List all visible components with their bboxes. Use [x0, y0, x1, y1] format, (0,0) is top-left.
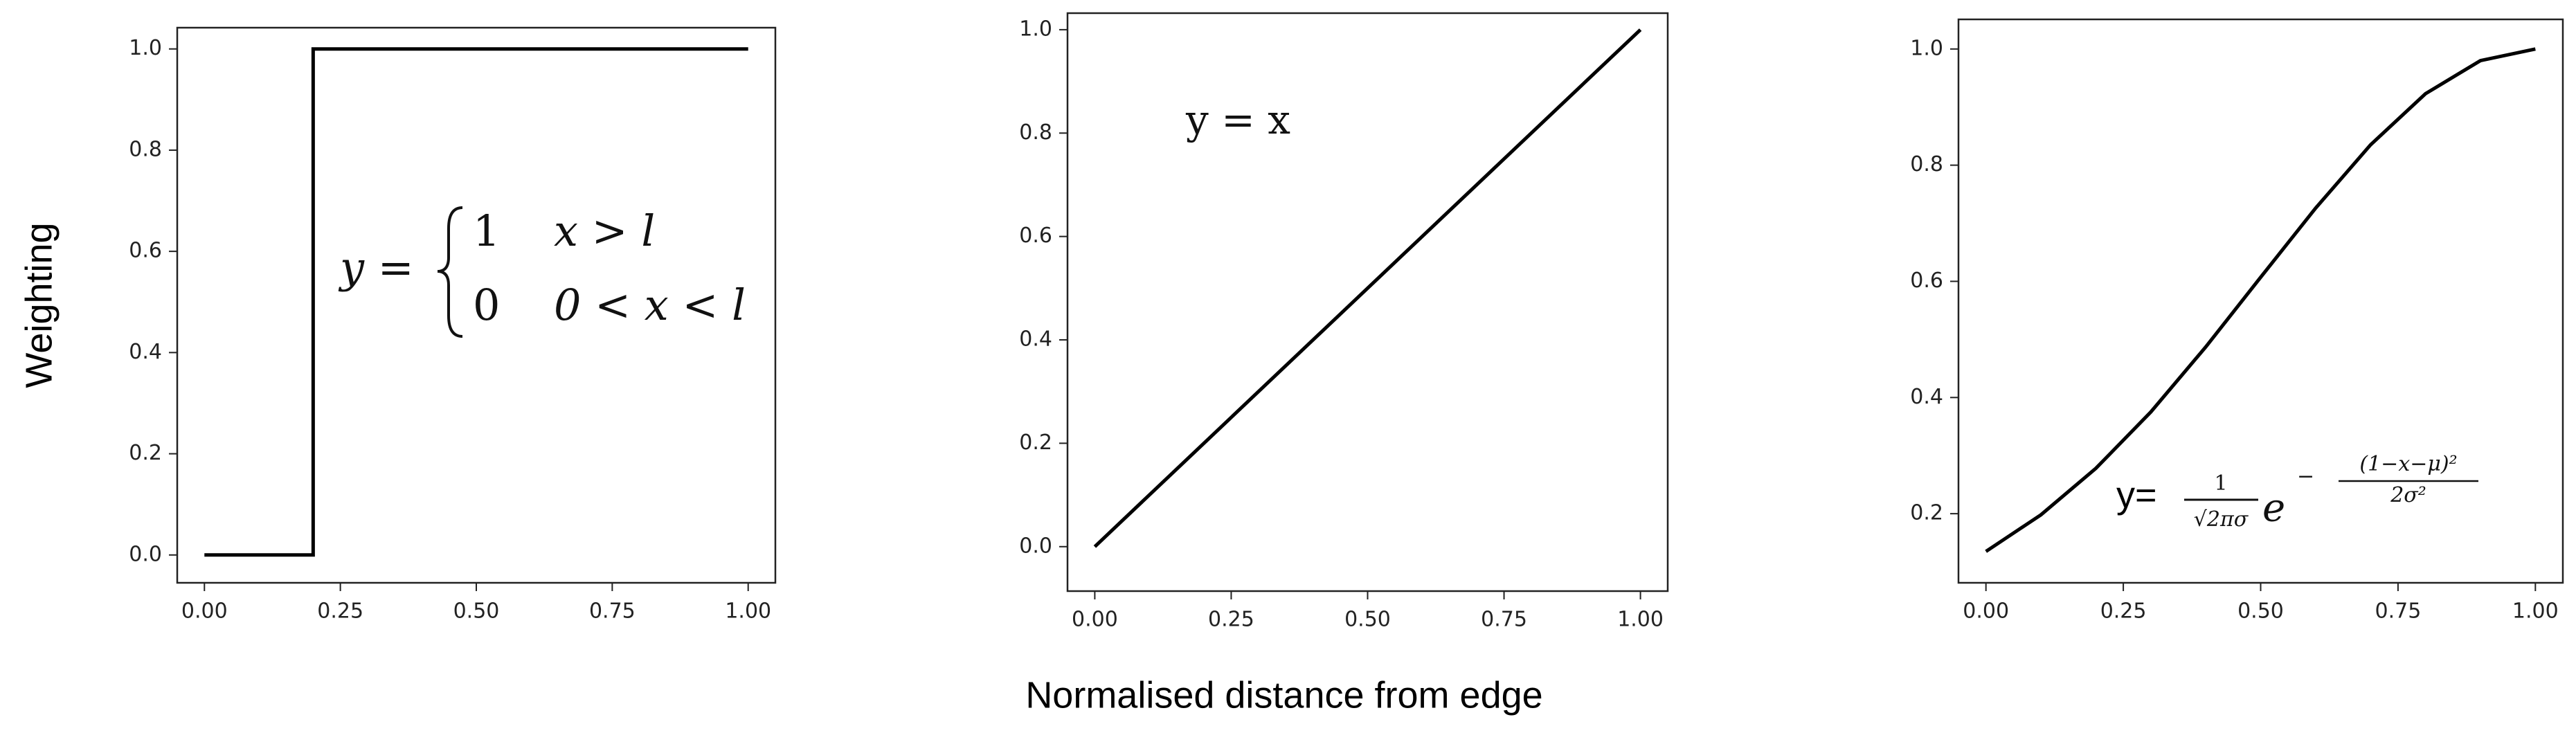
- x-tick-label: 1.00: [1617, 608, 1664, 632]
- x-tick-label: 0.00: [181, 599, 228, 624]
- y-tick-label: 0.2: [129, 441, 162, 465]
- equation-gaussian: y= 1 √2πσ e − (1−x−μ)² 2σ²: [2116, 452, 2478, 532]
- axes-frame: [1957, 18, 2564, 584]
- brace: [437, 206, 463, 338]
- equation-text: 2σ²: [2390, 483, 2426, 507]
- equation-step: y = 1 x > l 0 0 < x < l: [338, 206, 746, 338]
- x-tick-label: 1.00: [2512, 599, 2559, 624]
- y-axis-label: Weighting: [18, 222, 60, 388]
- subplot: 0.00 0.25 0.50 0.75 1.00 0.0 0.2 0.4 0.6 0.8 1.0: [129, 26, 777, 624]
- y-tick-label: 0.6: [1910, 269, 1943, 293]
- x-tick-label: 0.75: [589, 599, 636, 624]
- subplot: 0.00 0.25 0.50 0.75 1.00 0.2 0.4 0.6 0.8 1.0: [1910, 18, 2564, 624]
- x-tick-label: 0.00: [1072, 608, 1118, 632]
- equation-text: y=: [2116, 474, 2157, 516]
- x-tick-label: 0.50: [1344, 608, 1391, 632]
- y-tick-label: 0.0: [129, 542, 162, 566]
- equation-text: x > l: [554, 206, 655, 256]
- y-tick-label: 0.8: [129, 137, 162, 161]
- y-tick-label: 0.8: [1910, 152, 1943, 177]
- x-tick-label: 0.50: [2237, 599, 2284, 624]
- x-tick-label: 0.25: [317, 599, 363, 624]
- y-tick-label: 0.6: [129, 239, 162, 263]
- equation-text: e: [2262, 486, 2285, 531]
- y-tick-label: 0.6: [1019, 224, 1052, 248]
- subplot: 0.00 0.25 0.50 0.75 1.00 0.0 0.2 0.4 0.6 0.8 1.0: [1019, 12, 1669, 632]
- y-tick-label: 1.0: [129, 36, 162, 60]
- y-tick-label: 0.8: [1019, 120, 1052, 145]
- line: [1985, 47, 2536, 553]
- x-tick-label: 0.00: [1963, 599, 2009, 624]
- equation-text: y = x: [1185, 96, 1290, 143]
- equation-text: (1−x−μ)²: [2359, 452, 2457, 476]
- y-tick-label: 1.0: [1019, 17, 1052, 41]
- x-tick-label: 0.50: [453, 599, 500, 624]
- y-tick-label: 0.2: [1019, 431, 1052, 455]
- y-tick-label: 0.0: [1019, 534, 1052, 558]
- equation-text: 0: [473, 280, 500, 330]
- equation-text: 1: [473, 206, 500, 256]
- line: [204, 47, 748, 557]
- equation-text: 0 < x < l: [554, 280, 746, 330]
- y-tick-label: 0.4: [129, 340, 162, 364]
- axes-frame: [1066, 12, 1669, 592]
- x-tick-label: 0.25: [2100, 599, 2147, 624]
- x-tick-label: 0.75: [2375, 599, 2422, 624]
- y-tick-label: 0.4: [1910, 385, 1943, 409]
- x-axis-label: Normalised distance from edge: [1025, 674, 1542, 716]
- x-tick-label: 0.75: [1481, 608, 1527, 632]
- equation-text: √2πσ: [2194, 507, 2249, 532]
- equation-text: 1: [2214, 471, 2227, 496]
- equation-text: y =: [338, 242, 414, 293]
- line: [1093, 28, 1642, 548]
- x-tick-label: 0.25: [1208, 608, 1254, 632]
- x-tick-label: 1.00: [725, 599, 771, 624]
- y-tick-label: 0.2: [1910, 501, 1943, 525]
- equation-text: −: [2297, 464, 2314, 489]
- y-tick-label: 1.0: [1910, 36, 1943, 60]
- y-tick-label: 0.4: [1019, 327, 1052, 352]
